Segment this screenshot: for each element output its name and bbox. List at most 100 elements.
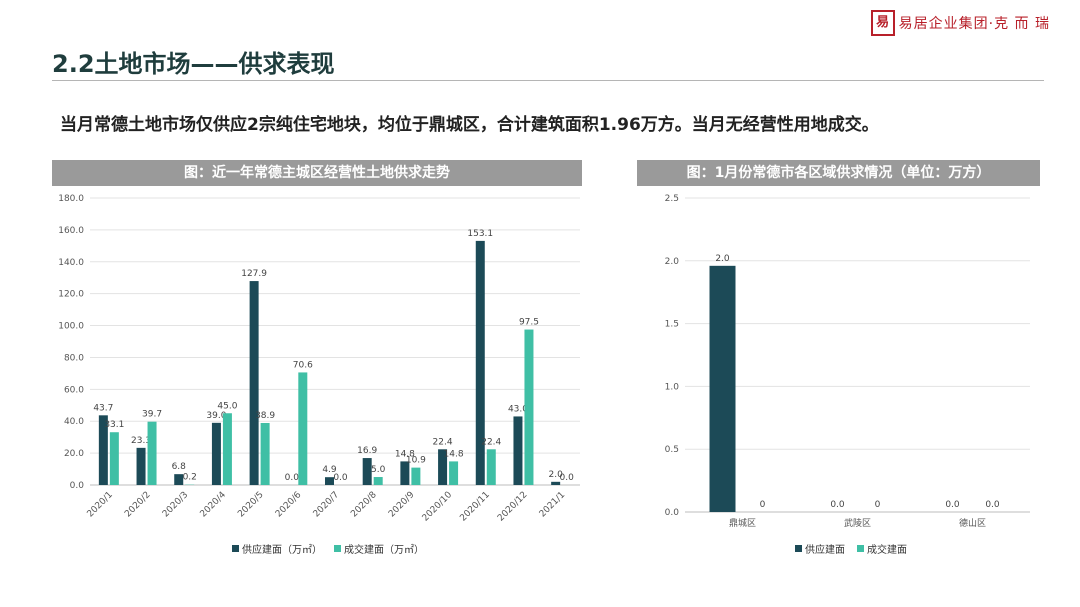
x-tick-label: 2020/9 <box>387 490 417 520</box>
data-label: 0.0 <box>830 500 845 510</box>
legend-swatch-deal <box>334 545 341 552</box>
x-tick-label: 2020/8 <box>349 490 379 520</box>
data-label: 0.2 <box>183 473 197 483</box>
data-label: 39.0 <box>206 411 226 421</box>
y-tick-label: 40.0 <box>64 417 84 427</box>
chart1-legend: 供应建面（万㎡） 成交建面（万㎡） <box>232 541 436 556</box>
bar-supply <box>513 416 523 485</box>
chart2-legend-deal: 成交建面 <box>857 541 907 556</box>
x-tick-label: 2020/6 <box>274 490 304 520</box>
data-label: 16.9 <box>357 446 377 456</box>
x-tick-label: 2020/11 <box>458 490 492 524</box>
bar-supply <box>136 447 146 485</box>
logo-seal-icon: 易 <box>870 10 895 36</box>
chart1-title: 图：近一年常德主城区经营性土地供求走势 <box>52 160 582 186</box>
y-tick-label: 1.0 <box>665 382 680 392</box>
bar-deal <box>449 461 459 485</box>
x-tick-label: 2021/1 <box>538 490 567 519</box>
bar-deal <box>147 421 157 485</box>
bar-deal <box>486 449 496 485</box>
chart2-legend: 供应建面 成交建面 <box>795 541 919 556</box>
chart1-legend-deal: 成交建面（万㎡） <box>334 541 424 556</box>
x-tick-label: 鼎城区 <box>729 518 756 529</box>
data-label: 153.1 <box>467 229 493 239</box>
data-label: 43.7 <box>93 403 113 413</box>
y-tick-label: 2.0 <box>665 257 680 267</box>
legend-label-supply: 供应建面 <box>805 545 845 556</box>
data-label: 10.9 <box>406 456 426 466</box>
x-tick-label: 2020/12 <box>496 490 530 524</box>
data-label: 5.0 <box>371 465 386 475</box>
bar-supply <box>174 474 184 485</box>
y-tick-label: 180.0 <box>58 194 84 204</box>
bar-supply <box>475 240 485 485</box>
data-label: 22.4 <box>433 437 453 447</box>
data-label: 33.1 <box>104 420 124 430</box>
data-label: 127.9 <box>241 269 267 279</box>
data-label: 0.0 <box>945 500 960 510</box>
data-label: 23.3 <box>131 436 151 446</box>
y-tick-label: 20.0 <box>64 449 84 459</box>
bar-deal <box>373 477 383 485</box>
data-label: 0.0 <box>559 473 574 483</box>
chart1-legend-supply: 供应建面（万㎡） <box>232 541 322 556</box>
bar-supply <box>98 415 108 485</box>
data-label: 43.0 <box>508 404 528 414</box>
bar-deal <box>109 432 119 485</box>
chart2-legend-supply: 供应建面 <box>795 541 845 556</box>
legend-swatch-supply <box>232 545 239 552</box>
bar-supply <box>325 477 334 485</box>
x-tick-label: 2020/7 <box>312 490 341 519</box>
x-tick-label: 2020/2 <box>123 490 152 519</box>
y-tick-label: 0.0 <box>665 508 680 518</box>
data-label: 39.7 <box>142 410 162 420</box>
y-tick-label: 0.0 <box>70 481 85 491</box>
legend-swatch-deal <box>857 545 864 552</box>
x-tick-label: 2020/3 <box>161 490 190 519</box>
title-divider <box>52 80 1044 81</box>
bar-supply <box>400 461 410 485</box>
data-label: 14.8 <box>395 449 415 459</box>
y-tick-label: 160.0 <box>58 226 84 236</box>
bar-deal <box>411 467 421 485</box>
data-label: 45.0 <box>217 401 237 411</box>
bar-supply <box>362 458 372 485</box>
bar-supply <box>438 449 448 485</box>
y-tick-label: 120.0 <box>58 290 84 300</box>
x-tick-label: 2020/10 <box>421 490 455 524</box>
y-tick-label: 140.0 <box>58 258 84 268</box>
company-logo: 易 易居企业集团·克 而 瑞 <box>870 10 1050 36</box>
bar-deal <box>260 422 270 485</box>
data-label: 97.5 <box>519 318 539 328</box>
data-label: 0.0 <box>285 473 300 483</box>
data-label: 0 <box>760 500 766 510</box>
bar-supply <box>211 422 221 485</box>
x-tick-label: 武陵区 <box>844 517 871 529</box>
data-label: 4.9 <box>322 465 337 475</box>
legend-label-supply: 供应建面（万㎡） <box>242 545 322 556</box>
chart2-title: 图：1月份常德市各区域供求情况（单位：万方） <box>637 160 1040 186</box>
data-label: 0.0 <box>985 500 1000 510</box>
chart2-plot: 0.0 0.5 1.0 1.5 2.0 2.5 2.0 0 鼎城区 0.0 0 武陵区 0.0 0.0 德山… <box>665 194 1030 529</box>
y-tick-label: 0.5 <box>665 445 679 455</box>
x-tick-label: 2020/4 <box>199 490 229 520</box>
legend-label-deal: 成交建面（万㎡） <box>344 545 424 556</box>
chart1-plot: 0.0 20.0 40.0 60.0 80.0 100.0 120.0 140.0 160.0 1… <box>58 194 580 524</box>
y-tick-label: 100.0 <box>58 322 84 332</box>
y-tick-label: 80.0 <box>64 353 84 363</box>
data-label: 2.0 <box>715 254 730 264</box>
bar-supply <box>551 481 561 485</box>
bar-supply <box>709 265 736 512</box>
data-label: 38.9 <box>255 411 275 421</box>
legend-swatch-supply <box>795 545 802 552</box>
data-label: 2.0 <box>548 470 563 480</box>
bar-deal <box>524 329 534 485</box>
x-tick-label: 2020/1 <box>86 490 115 519</box>
bar-deal <box>298 372 308 485</box>
y-tick-label: 60.0 <box>64 385 84 395</box>
bar-supply <box>249 281 259 485</box>
legend-label-deal: 成交建面 <box>867 545 907 556</box>
bar-deal <box>222 413 232 485</box>
y-tick-label: 2.5 <box>665 194 679 204</box>
data-label: 6.8 <box>172 462 187 472</box>
